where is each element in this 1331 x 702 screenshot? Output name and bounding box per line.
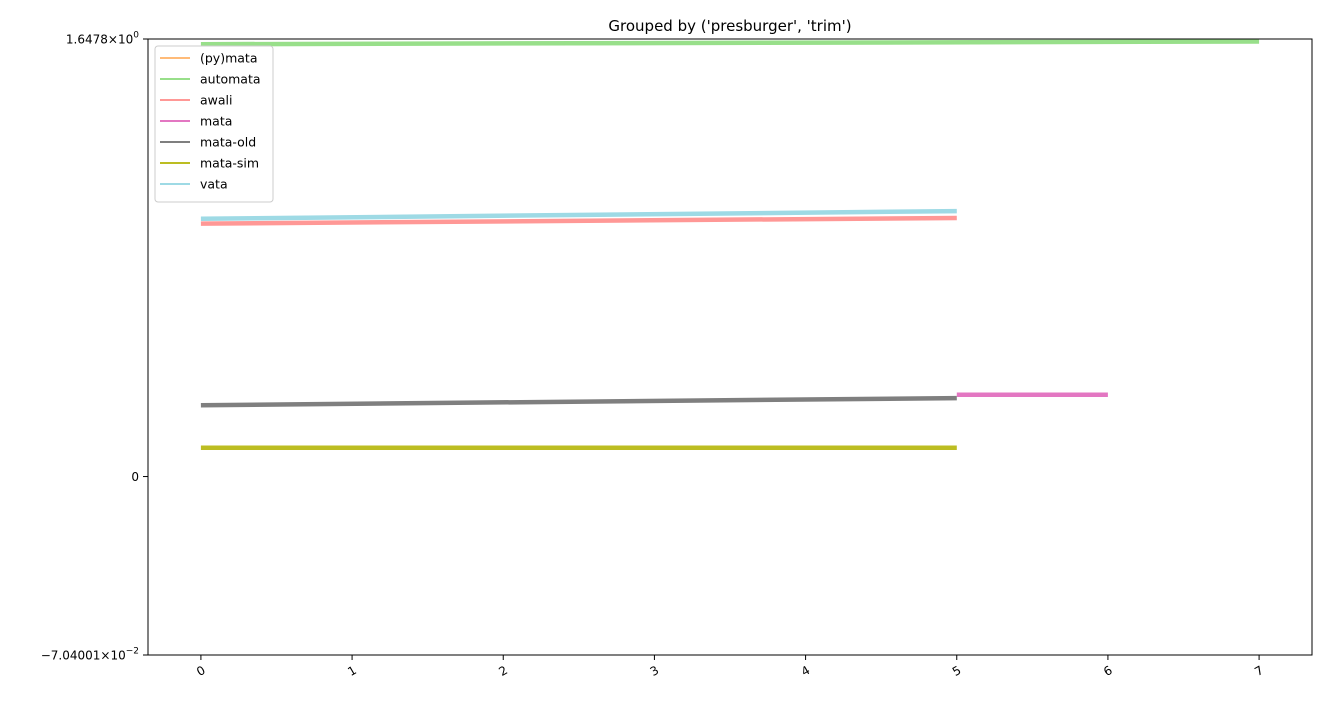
y-tick-label: 1.6478×100 (66, 31, 139, 47)
y-tick-label: −7.04001×10−2 (41, 647, 139, 663)
y-tick-times: × (100, 649, 110, 663)
legend-label: awali (200, 93, 233, 108)
axes-frame (147, 38, 1313, 656)
y-tick-mantissa: −7.04001 (41, 649, 101, 663)
legend-label: mata-old (200, 135, 256, 150)
chart-title: Grouped by ('presburger', 'trim') (608, 17, 851, 35)
legend-label: mata (200, 114, 232, 129)
y-tick-label: 0 (131, 470, 139, 484)
y-tick-mantissa: 1.6478 (66, 33, 108, 47)
legend-label: mata-sim (200, 156, 259, 171)
series-line-automata (200, 39, 1260, 47)
legend-label: (py)mata (200, 51, 257, 66)
y-tick-base: 10 (110, 649, 125, 663)
legend-label: automata (200, 72, 261, 87)
series-line-vata (200, 208, 957, 222)
legend-label: vata (200, 177, 228, 192)
series-line-mata-old (200, 395, 957, 408)
y-tick-base: 10 (118, 33, 133, 47)
y-tick-times: × (108, 33, 118, 47)
y-tick-exponent: 0 (133, 31, 139, 41)
y-tick-mantissa: 0 (131, 470, 139, 484)
legend: (py)mata automata awali mata mata-old mata-si… (154, 45, 274, 203)
series-line-awali (200, 215, 957, 226)
y-tick-exponent: −2 (126, 647, 139, 657)
